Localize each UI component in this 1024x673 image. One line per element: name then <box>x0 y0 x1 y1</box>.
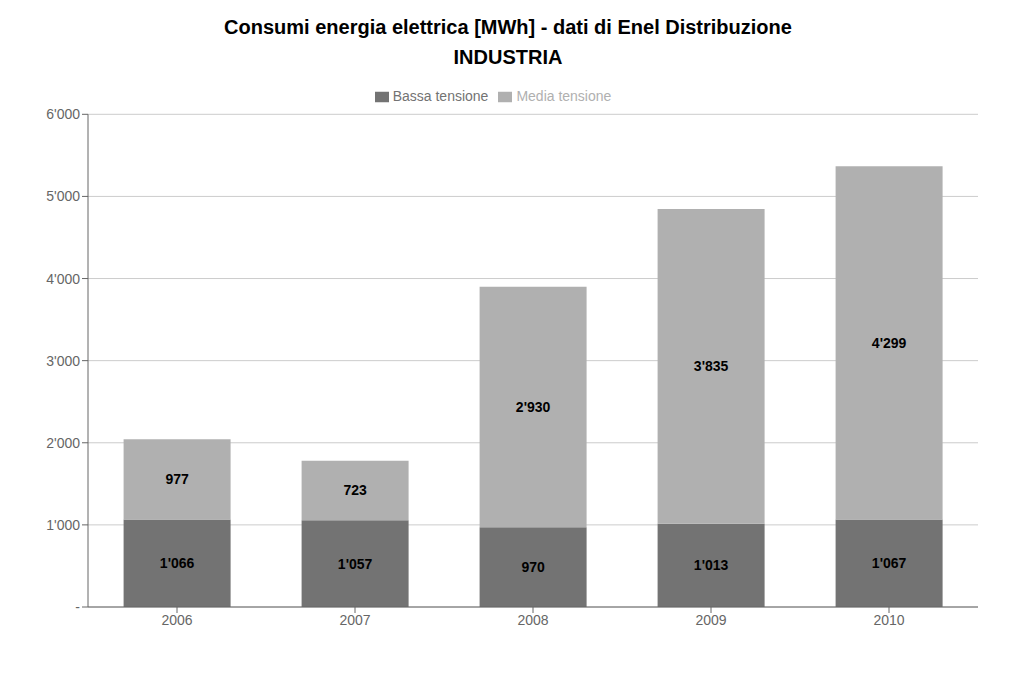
svg-text:2'930: 2'930 <box>516 399 551 415</box>
svg-text:2007: 2007 <box>339 612 370 628</box>
svg-text:5'000: 5'000 <box>46 188 80 204</box>
svg-text:1'067: 1'067 <box>872 555 907 571</box>
html-text:INDUSTRIA: INDUSTRIA <box>453 46 563 68</box>
svg-text:1'000: 1'000 <box>46 517 80 533</box>
svg-text:723: 723 <box>343 482 367 498</box>
svg-text:1'013: 1'013 <box>694 557 729 573</box>
svg-text:2009: 2009 <box>695 612 726 628</box>
svg-text:3'000: 3'000 <box>46 353 80 369</box>
svg-text:2'000: 2'000 <box>46 435 80 451</box>
svg-text:4'000: 4'000 <box>46 271 80 287</box>
html-text:Consumi energia elettrica [MWh: Consumi energia elettrica [MWh] - dati d… <box>224 16 792 38</box>
html-text:Bassa tensione: Bassa tensione <box>392 88 489 104</box>
svg-text:-: - <box>75 599 80 615</box>
svg-text:970: 970 <box>521 559 545 575</box>
svg-text:2008: 2008 <box>517 612 548 628</box>
svg-text:1'066: 1'066 <box>160 555 195 571</box>
svg-text:977: 977 <box>165 471 189 487</box>
svg-text:1'057: 1'057 <box>338 556 373 572</box>
svg-text:6'000: 6'000 <box>46 106 80 122</box>
svg-text:3'835: 3'835 <box>694 358 729 374</box>
svg-text:2006: 2006 <box>161 612 192 628</box>
svg-text:2010: 2010 <box>873 612 904 628</box>
svg-text:4'299: 4'299 <box>872 335 907 351</box>
html-text:Media tensione: Media tensione <box>516 88 612 104</box>
